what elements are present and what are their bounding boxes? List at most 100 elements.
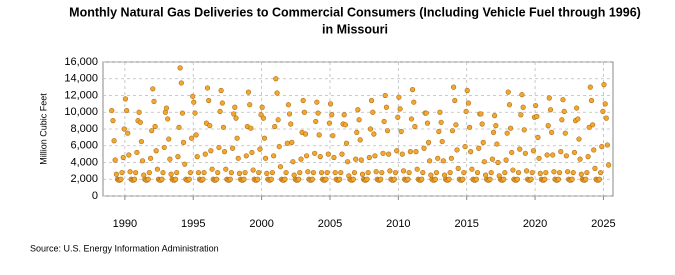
- data-point: [122, 96, 129, 102]
- data-point: [204, 85, 211, 91]
- data-point: [313, 118, 319, 125]
- data-point: [453, 122, 459, 128]
- data-point: [245, 89, 252, 95]
- data-point: [601, 82, 607, 88]
- chart-title: Monthly Natural Gas Deliveries to Commer…: [69, 5, 641, 19]
- data-point: [464, 87, 470, 94]
- data-point: [173, 176, 179, 182]
- data-point: [354, 129, 360, 135]
- data-point: [149, 128, 155, 134]
- data-point: [167, 156, 173, 162]
- data-point: [194, 154, 200, 160]
- data-point: [565, 169, 571, 175]
- data-point: [502, 169, 508, 176]
- data-point: [489, 156, 496, 162]
- data-point: [273, 76, 279, 82]
- data-point: [282, 176, 288, 182]
- data-point: [312, 150, 318, 156]
- data-point: [482, 172, 489, 178]
- data-point: [452, 97, 458, 104]
- data-point: [154, 166, 161, 172]
- data-point: [384, 128, 391, 134]
- data-point: [233, 115, 239, 121]
- data-point: [522, 150, 528, 156]
- data-point: [381, 118, 387, 125]
- data-point: [109, 107, 115, 114]
- data-point: [411, 99, 417, 105]
- data-point: [478, 111, 484, 117]
- data-point: [596, 176, 603, 182]
- data-point: [520, 104, 526, 110]
- data-point: [201, 169, 207, 176]
- data-point: [243, 153, 249, 159]
- data-point: [584, 169, 590, 176]
- data-point: [315, 110, 321, 116]
- x-tick-label: 2015: [454, 218, 478, 230]
- data-point: [448, 155, 454, 161]
- data-point: [178, 80, 184, 86]
- data-point: [284, 140, 290, 146]
- data-point: [137, 119, 143, 125]
- data-point: [439, 138, 445, 145]
- data-point: [563, 153, 569, 159]
- data-point: [317, 154, 323, 160]
- data-point: [119, 169, 125, 176]
- data-point: [474, 169, 481, 176]
- data-point: [491, 112, 498, 119]
- data-point: [133, 169, 139, 176]
- data-point: [110, 118, 116, 124]
- data-point: [373, 169, 379, 175]
- data-point: [493, 123, 499, 129]
- data-point: [356, 117, 362, 123]
- data-point: [324, 169, 330, 176]
- data-point: [494, 141, 500, 147]
- data-point: [241, 176, 247, 182]
- data-point: [386, 151, 392, 157]
- data-point: [139, 158, 146, 164]
- data-point: [231, 111, 237, 117]
- data-point: [326, 120, 333, 126]
- data-point: [236, 170, 243, 176]
- data-point: [127, 169, 133, 175]
- data-point: [365, 169, 371, 176]
- data-point: [521, 127, 527, 133]
- data-point: [405, 176, 411, 182]
- data-point: [550, 152, 556, 158]
- data-point: [407, 149, 413, 155]
- data-point: [449, 128, 456, 134]
- data-point: [359, 171, 366, 177]
- x-tick-label: 1990: [113, 218, 137, 230]
- data-point: [351, 169, 358, 176]
- data-point: [447, 169, 453, 176]
- data-point: [305, 169, 311, 175]
- data-point: [136, 109, 142, 115]
- data-point: [462, 143, 468, 150]
- data-point: [353, 156, 359, 162]
- data-point: [408, 116, 415, 122]
- data-point: [468, 149, 474, 155]
- data-point: [577, 156, 583, 162]
- data-point: [586, 124, 592, 130]
- data-point: [209, 166, 215, 172]
- data-point: [435, 155, 441, 161]
- data-point: [364, 176, 370, 182]
- data-point: [481, 159, 487, 165]
- data-point: [487, 176, 493, 182]
- data-point: [542, 176, 548, 182]
- data-point: [372, 153, 378, 159]
- data-point: [432, 176, 438, 182]
- data-point: [200, 176, 206, 182]
- data-point: [288, 121, 294, 127]
- data-point: [378, 176, 384, 182]
- data-point: [329, 112, 335, 118]
- data-point: [260, 115, 266, 121]
- data-point: [414, 166, 420, 172]
- data-point: [560, 97, 566, 103]
- data-point: [277, 164, 284, 170]
- data-point: [228, 169, 234, 176]
- data-point: [318, 169, 325, 176]
- data-point: [394, 148, 400, 154]
- data-point: [357, 137, 363, 143]
- y-tick-label: 14,000: [64, 73, 98, 85]
